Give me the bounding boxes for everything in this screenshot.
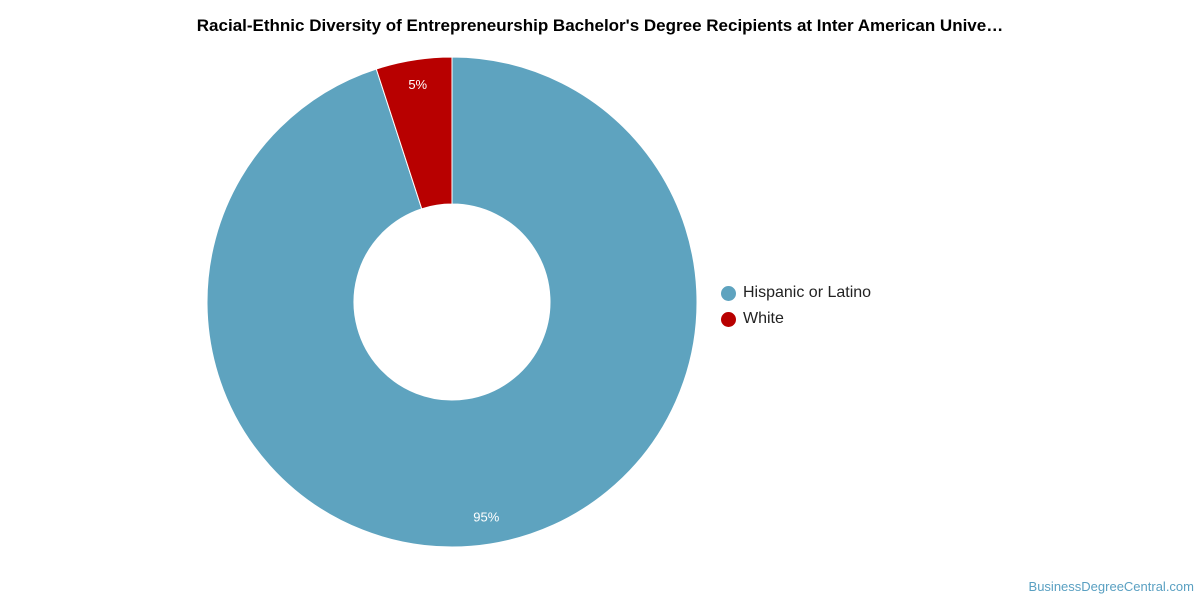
legend-label-hispanic-or-latino: Hispanic or Latino bbox=[743, 284, 872, 301]
legend-label-white: White bbox=[743, 310, 784, 327]
legend-swatch-hispanic-or-latino bbox=[721, 285, 736, 301]
slice-hispanic-or-latino[interactable] bbox=[206, 56, 698, 548]
chart-title: Racial-Ethnic Diversity of Entrepreneurs… bbox=[196, 16, 1004, 35]
legend-item-hispanic-or-latino[interactable]: Hispanic or Latino bbox=[721, 280, 871, 306]
legend-swatch-white bbox=[721, 311, 736, 327]
source-credit-link[interactable]: BusinessDegreeCentral.com bbox=[1028, 579, 1194, 594]
slice-white[interactable] bbox=[375, 56, 453, 210]
data-label-white: 5% bbox=[408, 77, 427, 92]
chart-legend: Hispanic or Latino White bbox=[721, 280, 871, 332]
data-label-hispanic-or-latino: 95% bbox=[473, 510, 499, 525]
legend-item-white[interactable]: White bbox=[721, 306, 871, 332]
